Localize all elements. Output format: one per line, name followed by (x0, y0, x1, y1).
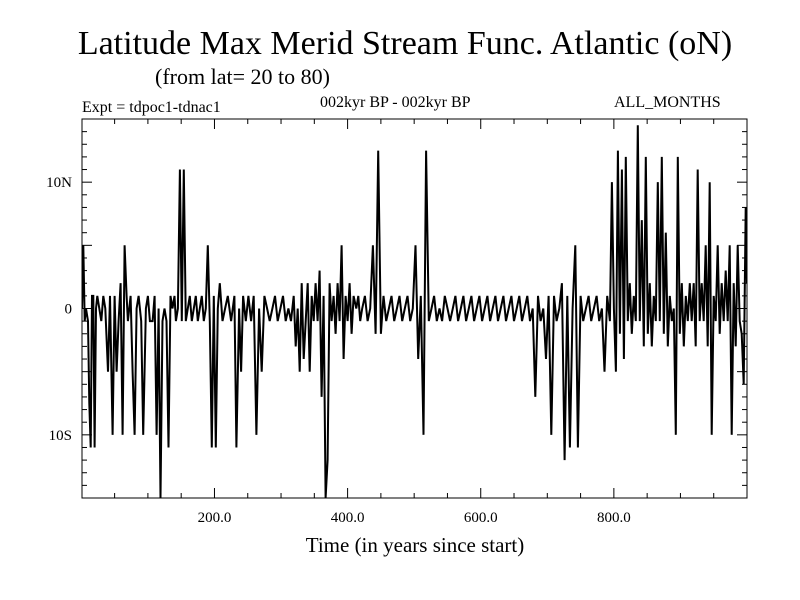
series-line (82, 125, 747, 498)
months-label: ALL_MONTHS (614, 94, 721, 111)
x-axis-label: Time (in years since start) (305, 533, 525, 557)
chart-subtitle: (from lat= 20 to 80) (155, 64, 330, 89)
period-label: 002kyr BP - 002kyr BP (320, 94, 471, 111)
y-tick-label: 0 (65, 302, 73, 318)
tick-labels: 200.0 400.0 600.0 800.0 10N 0 10S (46, 175, 631, 526)
x-tick-label: 800.0 (597, 510, 631, 526)
y-tick-label: 10S (49, 428, 72, 444)
chart-title: Latitude Max Merid Stream Func. Atlantic… (77, 25, 733, 62)
experiment-label: Expt = tdpoc1-tdnac1 (82, 99, 221, 116)
x-tick-label: 200.0 (198, 510, 232, 526)
axis-ticks (82, 119, 747, 498)
x-tick-label: 600.0 (464, 510, 498, 526)
series-group (82, 125, 747, 498)
x-tick-label: 400.0 (331, 510, 365, 526)
y-tick-label: 10N (46, 175, 72, 191)
